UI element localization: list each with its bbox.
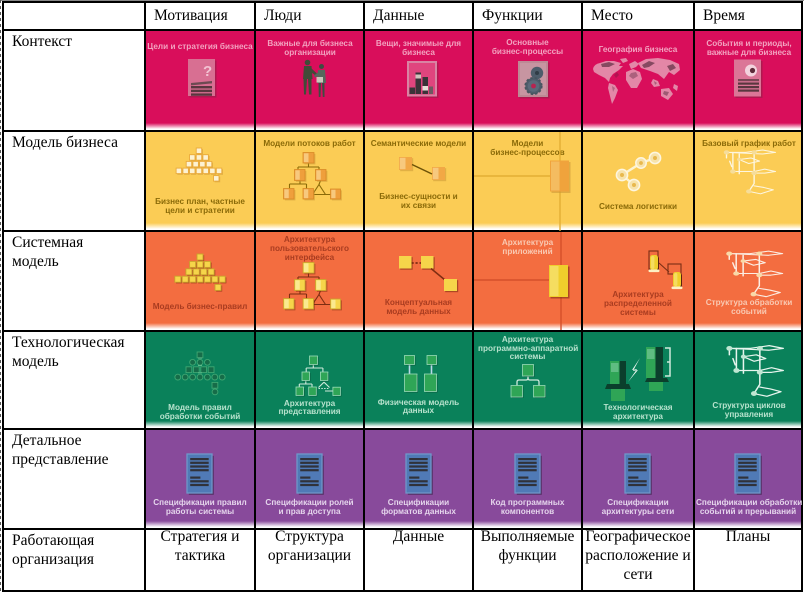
- svg-text:?: ?: [203, 63, 212, 80]
